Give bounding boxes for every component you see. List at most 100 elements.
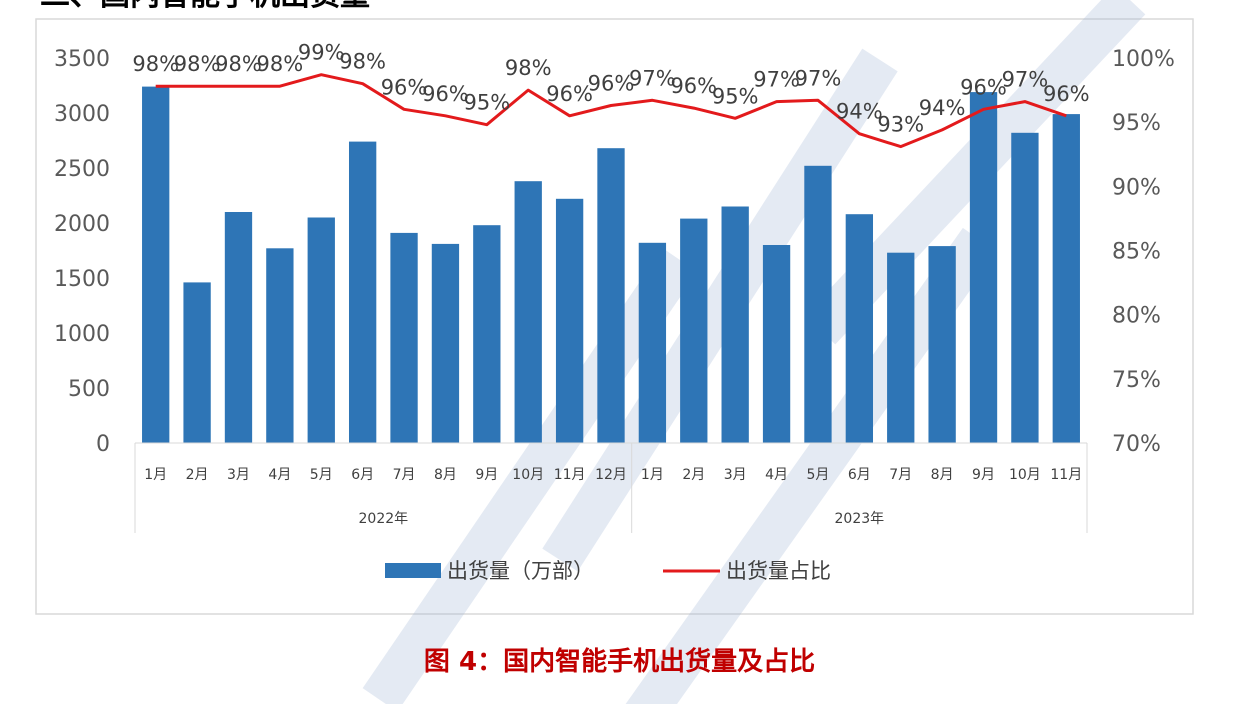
x-tick-label: 7月 [393,467,416,483]
line-data-label: 93% [877,113,924,137]
bar [431,243,460,443]
line-data-label: 96% [1043,82,1090,106]
line-data-label: 98% [505,56,552,80]
bar [514,181,542,443]
y-left-tick-label: 2000 [54,212,110,237]
line-data-label: 99% [298,41,345,65]
y-right-tick-label: 85% [1112,240,1161,265]
y-right-tick-label: 80% [1112,304,1161,329]
line-data-label: 96% [588,71,635,95]
y-right-tick-label: 100% [1112,47,1175,72]
line-data-label: 97% [629,66,676,90]
x-tick-label: 1月 [641,467,664,483]
bar [224,212,253,443]
line-data-label: 96% [381,75,428,99]
x-tick-label: 5月 [806,467,829,483]
line-data-label: 94% [919,96,966,120]
y-right-tick-label: 90% [1112,175,1161,200]
y-right-tick-label: 70% [1112,432,1161,457]
line-data-label: 96% [546,82,593,106]
x-tick-label: 2月 [186,467,209,483]
x-axis: 1月 2月 3月 4月 5月 6月 7月 8月 9月 10月 11月 12月 1月 2月 3月 4月 5月 6月 7… [134,442,1088,533]
x-tick-label: 3月 [227,467,250,483]
line-data-label: 98% [132,52,179,76]
bar [887,252,915,443]
bar [638,242,667,443]
bar [1052,114,1080,443]
left-axis: 0 500 1000 1500 2000 2500 3000 3500 [54,47,110,457]
x-tick-label: 9月 [475,467,498,483]
bar [266,248,294,443]
y-left-tick-label: 3000 [54,102,110,127]
line-data-label: 98% [174,52,221,76]
legend-line-label: 出货量占比 [726,559,831,583]
bar [845,214,874,443]
x-group-label: 2023年 [835,511,885,527]
line-data-label: 96% [422,82,469,106]
bar [307,217,335,443]
line-data-label: 96% [670,74,717,98]
x-tick-label: 4月 [765,467,788,483]
y-left-tick-label: 3500 [54,47,110,72]
x-group-label: 2022年 [359,511,409,527]
bar [390,232,418,443]
line-data-label: 97% [1002,68,1049,92]
line-data-label: 98% [339,50,386,74]
bar [762,245,791,443]
line-data-label: 95% [463,91,510,115]
chart-frame [35,18,1194,615]
line-data-label: 97% [795,66,842,90]
x-tick-label: 11月 [1050,467,1082,483]
x-tick-label: 9月 [972,467,995,483]
bar [969,92,998,443]
x-tick-label: 11月 [554,467,586,483]
x-tick-label: 10月 [1009,467,1041,483]
y-left-tick-label: 500 [68,377,110,402]
bar [555,198,584,443]
x-tick-label: 5月 [310,467,333,483]
x-tick-label: 8月 [434,467,457,483]
x-tick-label: 8月 [931,467,954,483]
bar [804,165,832,444]
y-left-tick-label: 1000 [54,322,110,347]
y-right-tick-label: 75% [1112,368,1161,393]
bar [721,206,749,443]
share-line [155,73,1067,149]
right-axis: 70% 75% 80% 85% 90% 95% 100% [1112,47,1175,457]
x-tick-label: 12月 [595,467,627,483]
figure-caption: 图 4：国内智能手机出货量及占比 [424,646,815,677]
x-tick-label: 6月 [351,467,374,483]
x-tick-label: 1月 [144,467,167,483]
x-tick-label: 7月 [889,467,912,483]
bar-series [142,86,1080,444]
y-left-tick-label: 2500 [54,157,110,182]
legend-bar-swatch [385,563,441,578]
watermark-stroke [362,248,698,704]
line-data-label: 98% [215,52,262,76]
y-left-tick-label: 0 [96,432,110,457]
bar [680,218,708,443]
bar [348,141,377,443]
line-data-label: 94% [836,100,883,124]
x-tick-label: 10月 [512,467,544,483]
bar [928,246,956,443]
y-left-tick-label: 1500 [54,267,110,292]
x-tick-label: 6月 [848,467,871,483]
line-series [155,73,1067,149]
x-tick-label: 2月 [682,467,705,483]
watermark-stroke [625,227,998,704]
legend-bar-label: 出货量（万部） [447,559,594,583]
bar [597,148,625,443]
line-data-label: 98% [257,52,304,76]
line-data-label: 95% [712,84,759,108]
line-data-label: 97% [753,68,800,92]
watermark-stroke [542,48,898,572]
x-tick-label: 3月 [724,467,747,483]
data-labels: 98%98%98%98%99%98%96%96%95%98%96%96%97%9… [132,41,1089,137]
bar [142,86,170,443]
bar [1011,132,1039,444]
section-heading: 二、国内智能手机出货量 [40,0,370,13]
bar [473,225,501,443]
bar [183,282,211,443]
